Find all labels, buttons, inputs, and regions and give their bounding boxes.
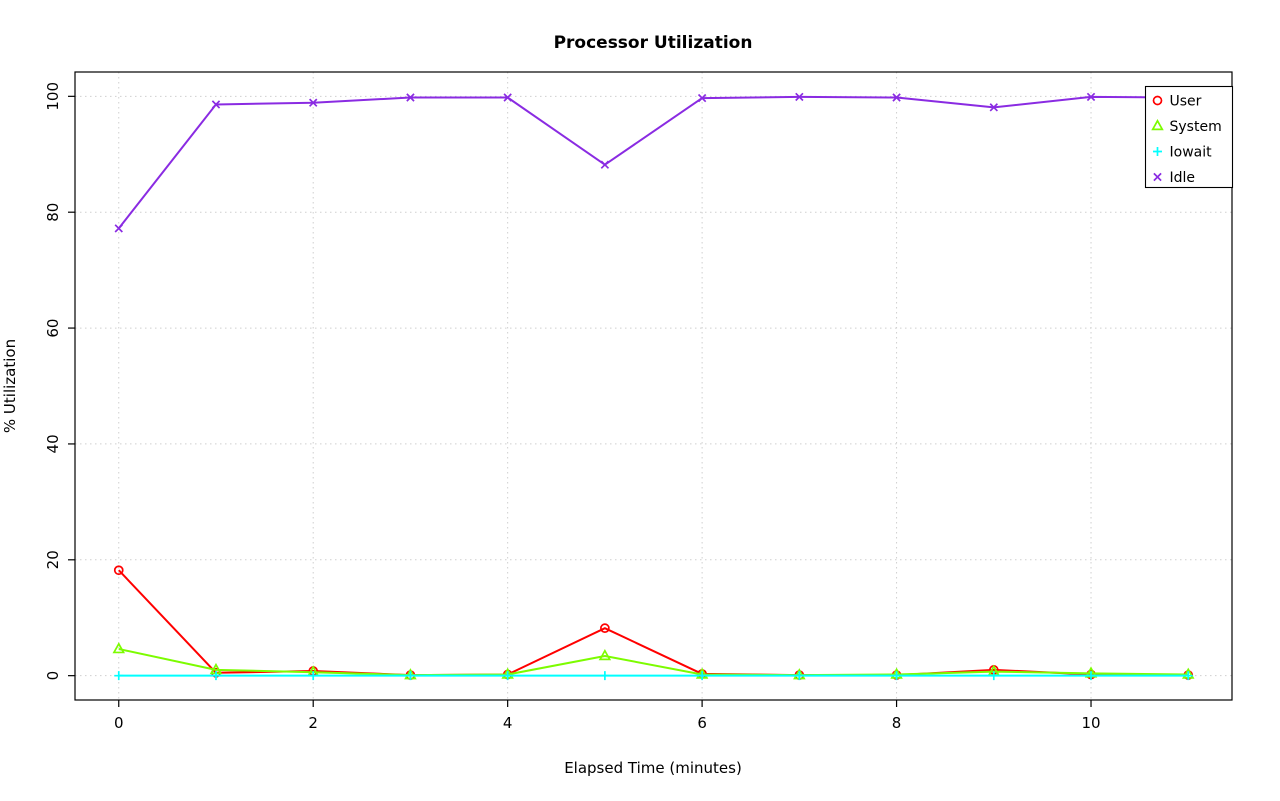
y-tick-label: 60 xyxy=(44,319,62,338)
legend-label-idle: Idle xyxy=(1170,170,1196,186)
series-point-x xyxy=(1086,92,1096,102)
legend: User System Iowait Idle xyxy=(1144,85,1234,189)
x-tick-label: 8 xyxy=(892,714,902,732)
y-tick-label: 100 xyxy=(44,82,62,111)
series-point-plus xyxy=(405,671,415,681)
series-line-idle xyxy=(117,95,1189,230)
series-point-plus xyxy=(1153,147,1162,156)
series-user xyxy=(113,565,1194,680)
legend-item-idle: Idle xyxy=(1153,170,1196,186)
x-tick-label: 4 xyxy=(503,714,513,732)
series-point-x xyxy=(503,93,512,102)
series-point-circle xyxy=(1152,95,1163,106)
series-point-x xyxy=(1153,172,1162,182)
series-point-plus xyxy=(308,671,318,681)
x-tick-label: 2 xyxy=(308,714,318,732)
series-point-x xyxy=(989,103,998,112)
legend-item-user: User xyxy=(1152,94,1202,110)
series-point-circle xyxy=(600,623,610,634)
legend-label-user: User xyxy=(1170,94,1202,110)
series-line-system xyxy=(118,648,1189,677)
series-point-x xyxy=(211,100,221,109)
legend-item-system: System xyxy=(1151,119,1222,135)
series-point-x xyxy=(795,92,804,102)
x-tick-label: 10 xyxy=(1081,714,1100,732)
series-point-triangle xyxy=(1151,119,1164,131)
series-point-triangle xyxy=(598,649,612,661)
series-point-plus xyxy=(114,671,124,681)
chart-title: Processor Utilization xyxy=(554,33,753,53)
y-tick-label: 40 xyxy=(44,434,62,453)
x-axis-label: Elapsed Time (minutes) xyxy=(564,759,742,777)
series-system xyxy=(112,642,1195,680)
series-point-plus xyxy=(989,671,999,681)
legend-label-system: System xyxy=(1170,119,1222,135)
series-point-circle xyxy=(113,565,124,576)
series-point-plus xyxy=(794,671,804,681)
series-point-x xyxy=(600,160,610,169)
series-layer xyxy=(112,92,1195,681)
y-axis-label: % Utilization xyxy=(1,339,19,433)
series-point-triangle xyxy=(112,642,125,654)
y-tick-label: 20 xyxy=(44,550,62,569)
series-iowait xyxy=(114,671,1193,681)
series-point-x xyxy=(406,93,415,102)
series-line-user xyxy=(118,569,1189,677)
series-point-plus xyxy=(1183,671,1193,681)
series-point-plus xyxy=(697,671,707,681)
series-point-x xyxy=(697,93,707,103)
series-point-plus xyxy=(211,671,221,681)
series-point-x xyxy=(309,98,318,107)
x-tick-label: 0 xyxy=(114,714,124,732)
series-point-x xyxy=(114,224,123,233)
series-point-plus xyxy=(600,671,610,681)
grid-layer xyxy=(75,72,1232,700)
series-idle xyxy=(114,92,1193,233)
series-point-x xyxy=(892,93,901,102)
series-point-plus xyxy=(892,671,902,681)
legend-label-iowait: Iowait xyxy=(1170,145,1213,161)
plot-border xyxy=(74,71,1233,701)
x-tick-label: 6 xyxy=(697,714,707,732)
y-tick-label: 80 xyxy=(44,203,62,222)
series-point-plus xyxy=(1086,671,1096,681)
y-tick-label: 0 xyxy=(44,671,62,681)
series-point-plus xyxy=(503,671,513,681)
legend-item-iowait: Iowait xyxy=(1153,145,1212,161)
